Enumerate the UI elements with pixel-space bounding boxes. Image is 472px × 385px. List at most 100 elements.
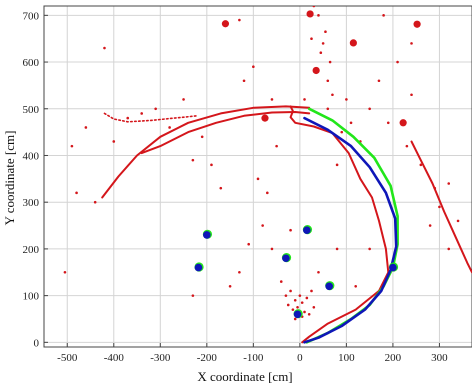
red-trajectory-0 bbox=[101, 105, 311, 199]
red-scatter-point bbox=[70, 144, 74, 148]
large-red-marker bbox=[221, 20, 230, 28]
red-scatter-point bbox=[289, 289, 292, 293]
large-red-marker bbox=[349, 39, 357, 47]
red-scatter-point bbox=[326, 79, 330, 83]
red-scatter-point bbox=[319, 51, 323, 55]
red-scatter-point bbox=[317, 270, 320, 274]
red-scatter-point bbox=[303, 98, 306, 101]
red-scatter-point bbox=[266, 191, 269, 195]
red-scatter-point bbox=[219, 186, 223, 190]
red-scatter-point bbox=[270, 247, 274, 251]
red-scatter-point bbox=[293, 317, 297, 321]
red-scatter-point bbox=[210, 163, 213, 167]
large-red-marker bbox=[413, 20, 421, 28]
plot-area-frame bbox=[43, 5, 472, 348]
red-scatter-point bbox=[112, 140, 116, 143]
red-scatter-point bbox=[238, 270, 241, 274]
red-scatter-point bbox=[335, 247, 339, 251]
x-tick-label: -200 bbox=[197, 352, 218, 364]
blue-marker bbox=[194, 263, 203, 272]
large-red-marker bbox=[399, 119, 407, 127]
red-scatter-point bbox=[324, 30, 327, 33]
red-scatter-point bbox=[310, 289, 313, 293]
red-scatter-point bbox=[300, 301, 304, 304]
red-scatter-point bbox=[428, 224, 432, 227]
red-scatter-point bbox=[103, 46, 106, 50]
red-scatter-point bbox=[296, 305, 299, 309]
y-axis-label: Y coordinate [cm] bbox=[2, 131, 17, 226]
red-scatter-point bbox=[93, 200, 97, 204]
red-trajectory-1 bbox=[140, 111, 311, 155]
red-scatter-point bbox=[345, 98, 348, 101]
red-scatter-point bbox=[405, 144, 409, 148]
blue-marker bbox=[389, 263, 397, 272]
red-scatter-point bbox=[312, 305, 316, 309]
x-tick-label: -300 bbox=[150, 352, 171, 364]
red-scatter-point bbox=[293, 298, 297, 302]
red-scatter-point bbox=[191, 294, 195, 297]
red-scatter-point bbox=[438, 205, 441, 209]
red-trajectory-3 bbox=[289, 105, 390, 344]
grid bbox=[44, 6, 472, 347]
red-scatter-point bbox=[75, 191, 78, 195]
large-red-marker bbox=[261, 114, 269, 122]
red-scatter-point bbox=[312, 6, 316, 8]
red-trajectory-4 bbox=[410, 140, 472, 274]
x-tick-label: -100 bbox=[243, 352, 264, 364]
red-scatter-point bbox=[349, 121, 353, 125]
x-tick-label: 100 bbox=[338, 352, 355, 364]
red-scatter-point bbox=[321, 42, 325, 45]
x-tick-label: 300 bbox=[431, 352, 448, 364]
red-trajectory-2 bbox=[103, 112, 199, 123]
red-scatter-point bbox=[310, 37, 313, 40]
red-scatter-point bbox=[382, 14, 385, 17]
blue-trajectory-6 bbox=[303, 116, 398, 344]
red-scatter-point bbox=[328, 60, 332, 64]
red-scatter-point bbox=[279, 280, 283, 283]
red-scatter-point bbox=[340, 130, 344, 134]
red-scatter-point bbox=[307, 313, 311, 316]
red-scatter-point bbox=[410, 42, 413, 45]
blue-marker bbox=[325, 282, 333, 291]
red-scatter-point bbox=[275, 144, 278, 148]
red-scatter-point bbox=[126, 116, 130, 120]
red-scatter-point bbox=[182, 98, 185, 101]
red-scatter-point bbox=[298, 294, 302, 297]
x-tick-label: 200 bbox=[385, 352, 402, 364]
red-scatter-point bbox=[238, 18, 241, 22]
red-scatter-point bbox=[447, 247, 451, 251]
red-scatter-point bbox=[63, 270, 67, 274]
red-scatter-point bbox=[252, 65, 255, 69]
red-scatter-point bbox=[242, 79, 246, 83]
red-scatter-point bbox=[331, 93, 334, 97]
blue-marker bbox=[303, 226, 311, 235]
blue-marker bbox=[282, 254, 290, 263]
ticks-layer: -500 -400 -300 -200 -100 0 100 200 300 0 100 200 300… bbox=[23, 10, 449, 364]
red-scatter-point bbox=[291, 308, 295, 311]
red-scatter-point bbox=[354, 284, 357, 288]
red-scatter-point bbox=[377, 79, 381, 83]
red-scatter-point bbox=[270, 98, 274, 101]
red-scatter-point bbox=[447, 182, 451, 185]
series-layer bbox=[63, 6, 472, 344]
red-scatter-point bbox=[140, 112, 143, 115]
y-tick-label: 500 bbox=[23, 104, 40, 116]
red-scatter-point bbox=[386, 121, 390, 125]
y-tick-label: 400 bbox=[23, 150, 40, 162]
y-tick-label: 600 bbox=[23, 57, 40, 69]
y-tick-label: 700 bbox=[23, 10, 40, 22]
red-scatter-point bbox=[326, 107, 330, 111]
x-axis-label: X coordinate [cm] bbox=[197, 369, 292, 384]
red-scatter-point bbox=[154, 107, 157, 111]
x-tick-label: -500 bbox=[57, 352, 78, 364]
y-tick-label: 0 bbox=[34, 337, 40, 349]
large-red-marker bbox=[306, 10, 314, 18]
x-tick-label: 0 bbox=[297, 352, 303, 364]
red-scatter-point bbox=[247, 242, 250, 246]
red-scatter-point bbox=[289, 228, 292, 232]
red-scatter-point bbox=[286, 303, 290, 307]
markers-layer bbox=[194, 10, 421, 319]
red-scatter-point bbox=[168, 126, 171, 129]
